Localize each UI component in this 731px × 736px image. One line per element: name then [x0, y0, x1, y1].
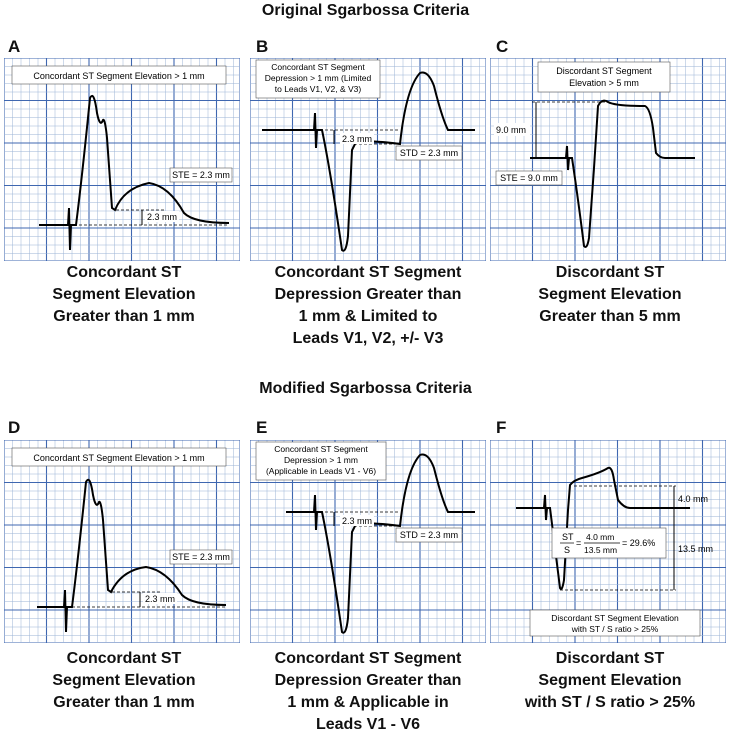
ecg-panel-b: Concordant ST Segment Depression > 1 mm …: [250, 58, 486, 282]
ratio-st-value: 4.0 mm: [586, 532, 614, 542]
criteria-label: (Applicable in Leads V1 - V6): [266, 466, 376, 476]
st-label: 4.0 mm: [678, 494, 708, 504]
dim-label: 2.3 mm: [342, 134, 372, 144]
ecg-strip-e: Concordant ST Segment Depression > 1 mm …: [250, 440, 486, 643]
measure-box: [395, 527, 463, 543]
caption-line: Segment Elevation: [538, 672, 682, 689]
criteria-label: Concordant ST Segment Elevation > 1 mm: [33, 71, 204, 81]
ecg-trace: [286, 453, 475, 634]
dim-label-bg: [494, 123, 530, 136]
measure-label: STE = 2.3 mm: [172, 170, 230, 180]
caption-line: Concordant ST: [66, 650, 182, 667]
criteria-label-box: [11, 447, 227, 467]
dim-label-bg: [340, 515, 374, 526]
caption-d: Concordant ST Segment Elevation Greater …: [4, 648, 244, 714]
measure-label: STE = 9.0 mm: [500, 173, 558, 183]
caption-line: 1 mm & Applicable in: [287, 694, 449, 711]
dim-label: 2.3 mm: [147, 212, 177, 222]
criteria-label: to Leads V1, V2, & V3): [275, 84, 362, 94]
ecg-strip-b: Concordant ST Segment Depression > 1 mm …: [250, 58, 486, 261]
ratio-s-value: 13.5 mm: [584, 545, 617, 555]
criteria-label: Concordant ST Segment: [271, 62, 365, 72]
ecg-panel-c: Discordant ST Segment Elevation > 5 mm 9…: [490, 58, 726, 282]
ecg-panel-e: Concordant ST Segment Depression > 1 mm …: [250, 440, 486, 664]
criteria-label: Elevation > 5 mm: [569, 78, 639, 88]
criteria-label: Discordant ST Segment Elevation: [551, 613, 679, 623]
caption-line: Discordant ST: [555, 650, 665, 667]
ecg-trace: [262, 71, 475, 252]
caption-a: Concordant ST Segment Elevation Greater …: [4, 262, 244, 328]
caption-line: Segment Elevation: [52, 672, 196, 689]
original-criteria-title: Original Sgarbossa Criteria: [261, 2, 470, 19]
caption-line: Discordant ST: [555, 264, 665, 281]
caption-line: with ST / S ratio > 25%: [524, 694, 696, 711]
criteria-label-box: [255, 441, 387, 481]
criteria-label: Depression > 1 mm (Limited: [265, 73, 372, 83]
measure-label: STE = 2.3 mm: [172, 552, 230, 562]
panel-letter-d: D: [8, 418, 21, 437]
criteria-label: with ST / S ratio > 25%: [571, 624, 659, 634]
measure-box: [495, 170, 563, 186]
ecg-strip-c: Discordant ST Segment Elevation > 5 mm 9…: [490, 58, 726, 261]
caption-line: Depression Greater than: [274, 286, 462, 303]
ratio-s: S: [564, 545, 570, 555]
ratio-st: ST: [562, 532, 574, 542]
ecg-trace: [39, 94, 230, 251]
criteria-label: Discordant ST Segment: [556, 66, 652, 76]
caption-line: 1 mm & Limited to: [298, 308, 438, 325]
ecg-panel-d: Concordant ST Segment Elevation > 1 mm 2…: [4, 440, 240, 664]
ecg-trace: [37, 478, 227, 633]
caption-line: Segment Elevation: [52, 286, 196, 303]
panel-letter-c: C: [496, 37, 509, 56]
panel-letter-e: E: [256, 418, 268, 437]
ecg-panel-f: 4.0 mm 13.5 mm ST S = 4.0 mm 13.5 mm = 2…: [490, 440, 726, 664]
ecg-strip-a: Concordant ST Segment Elevation > 1 mm 2…: [4, 58, 240, 261]
measure-label: STD = 2.3 mm: [400, 148, 458, 158]
dim-label: 2.3 mm: [342, 516, 372, 526]
modified-criteria-title: Modified Sgarbossa Criteria: [259, 380, 472, 397]
measure-box: [395, 145, 463, 161]
measure-box: [169, 167, 233, 183]
criteria-label-box: [529, 609, 701, 637]
caption-e: Concordant ST Segment Depression Greater…: [248, 648, 488, 736]
caption-line: Greater than 1 mm: [53, 694, 195, 711]
criteria-label-box: [255, 59, 381, 99]
ecg-strip-d: Concordant ST Segment Elevation > 1 mm 2…: [4, 440, 240, 643]
ecg-trace: [530, 99, 695, 248]
caption-line: Greater than 1 mm: [53, 308, 195, 325]
ecg-panel-a: Concordant ST Segment Elevation > 1 mm 2…: [4, 58, 240, 282]
measure-label: STD = 2.3 mm: [400, 530, 458, 540]
dim-label: 2.3 mm: [145, 594, 175, 604]
criteria-label-box: [537, 61, 671, 93]
caption-c: Discordant ST Segment Elevation Greater …: [490, 262, 730, 328]
dim-label-bg: [143, 593, 177, 604]
caption-b: Concordant ST Segment Depression Greater…: [248, 262, 488, 350]
caption-line: Greater than 5 mm: [539, 308, 681, 325]
panel-letter-a: A: [8, 37, 21, 56]
caption-line: Depression Greater than: [274, 672, 462, 689]
measure-box: [169, 549, 233, 565]
caption-line: Concordant ST Segment: [274, 264, 462, 281]
svg-text:=: =: [576, 538, 581, 548]
criteria-label: Concordant ST Segment Elevation > 1 mm: [33, 453, 204, 463]
ecg-strip-f: 4.0 mm 13.5 mm ST S = 4.0 mm 13.5 mm = 2…: [490, 440, 726, 643]
caption-line: Segment Elevation: [538, 286, 682, 303]
ratio-result: = 29.6%: [622, 538, 655, 548]
dim-label-bg: [340, 133, 374, 144]
panel-letter-f: F: [496, 418, 507, 437]
criteria-label: Concordant ST Segment: [274, 444, 368, 454]
caption-line: Leads V1, V2, +/- V3: [292, 330, 444, 347]
caption-f: Discordant ST Segment Elevation with ST …: [490, 648, 730, 714]
dim-label: 9.0 mm: [496, 125, 526, 135]
criteria-label: Depression > 1 mm: [284, 455, 358, 465]
caption-line: Concordant ST: [66, 264, 182, 281]
criteria-label-box: [11, 65, 227, 85]
panel-letter-b: B: [256, 37, 269, 56]
s-label: 13.5 mm: [678, 544, 713, 554]
caption-line: Concordant ST Segment: [274, 650, 462, 667]
dim-label-bg: [145, 211, 179, 222]
caption-line: Leads V1 - V6: [315, 716, 421, 733]
